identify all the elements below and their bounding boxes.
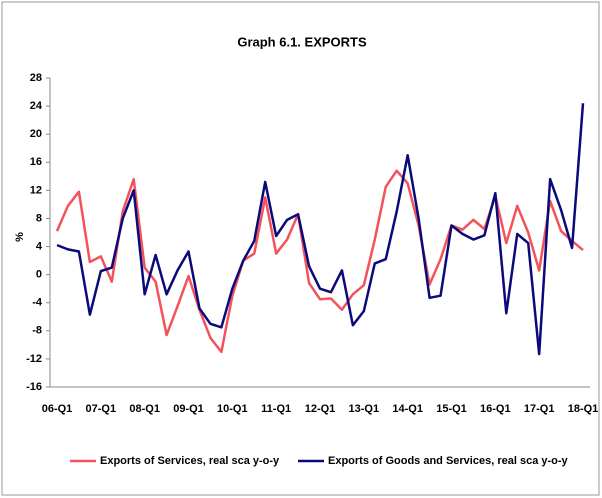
- y-tick-label: -16: [26, 381, 42, 393]
- x-tick-label: 07-Q1: [86, 403, 117, 415]
- x-tick-label: 10-Q1: [217, 403, 248, 415]
- x-tick-label: 18-Q1: [568, 403, 599, 415]
- series-line: [56, 103, 585, 356]
- y-tick-label: 28: [30, 72, 42, 84]
- legend-label: Exports of Services, real sca y-o-y: [100, 455, 280, 467]
- x-tick-label: 08-Q1: [129, 403, 160, 415]
- x-tick-label: 11-Q1: [261, 403, 291, 415]
- y-tick-label: 8: [36, 212, 42, 224]
- chart-title: Graph 6.1. EXPORTS: [237, 34, 367, 49]
- y-tick-label: 0: [36, 269, 42, 281]
- legend-label: Exports of Goods and Services, real sca …: [328, 455, 569, 467]
- y-tick-label: 16: [30, 156, 42, 168]
- x-tick-label: 12-Q1: [305, 403, 336, 415]
- y-tick-label: -12: [26, 353, 42, 365]
- x-tick-label: 17-Q1: [524, 403, 555, 415]
- y-tick-label: -4: [32, 297, 43, 309]
- x-tick-label: 14-Q1: [392, 403, 423, 415]
- x-tick-label: 16-Q1: [480, 403, 511, 415]
- x-tick-label: 13-Q1: [349, 403, 380, 415]
- y-tick-label: 24: [30, 100, 43, 112]
- y-tick-label: 4: [36, 240, 43, 252]
- x-tick-label: 09-Q1: [173, 403, 204, 415]
- y-tick-label: 20: [30, 128, 42, 140]
- x-tick-label: 06-Q1: [42, 403, 73, 415]
- y-axis-label: %: [14, 232, 26, 242]
- y-tick-label: 12: [30, 184, 42, 196]
- x-tick-label: 15-Q1: [436, 403, 467, 415]
- y-tick-label: -8: [32, 325, 42, 337]
